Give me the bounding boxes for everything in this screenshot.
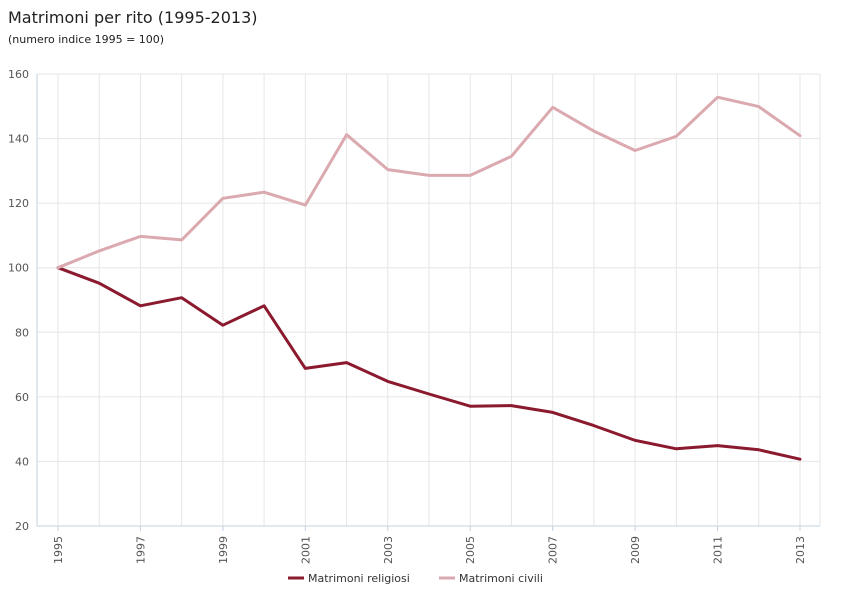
y-tick-label: 120 [8,197,29,210]
x-tick-label: 2003 [382,536,395,564]
x-tick-label: 1999 [217,536,230,564]
y-tick-label: 140 [8,133,29,146]
grid-lines [37,73,821,527]
legend-item-religiosi[interactable]: Matrimoni religiosi [288,572,410,585]
x-tick-label: 1995 [52,536,65,564]
chart-subtitle: (numero indice 1995 = 100) [8,33,165,46]
x-tick-label: 2001 [299,536,312,564]
legend-label: Matrimoni civili [459,572,543,585]
x-tick-label: 2011 [712,536,725,564]
x-tick-label: 1997 [134,536,147,564]
y-tick-label: 100 [8,262,29,275]
x-tick-label: 2007 [547,536,560,564]
legend-item-civili[interactable]: Matrimoni civili [439,572,543,585]
legend-label: Matrimoni religiosi [308,572,410,585]
series-line-religiosi [56,266,802,461]
chart-title: Matrimoni per rito (1995-2013) [8,8,258,27]
y-tick-label: 80 [15,326,29,339]
y-tick-label: 160 [8,68,29,81]
axes: 20 40 60 80 100 120 140 160 1995 1997 1999 2001 2003… [8,68,820,564]
legend[interactable]: Matrimoni religiosi Matrimoni civili [288,572,543,585]
y-tick-label: 20 [15,520,29,533]
x-tick-label: 2009 [629,536,642,564]
y-tick-label: 40 [15,455,29,468]
series-line-civili [56,95,802,270]
x-tick-label: 2013 [794,536,807,564]
x-tick-label: 2005 [464,536,477,564]
y-tick-label: 60 [15,391,29,404]
series-lines [56,95,802,461]
